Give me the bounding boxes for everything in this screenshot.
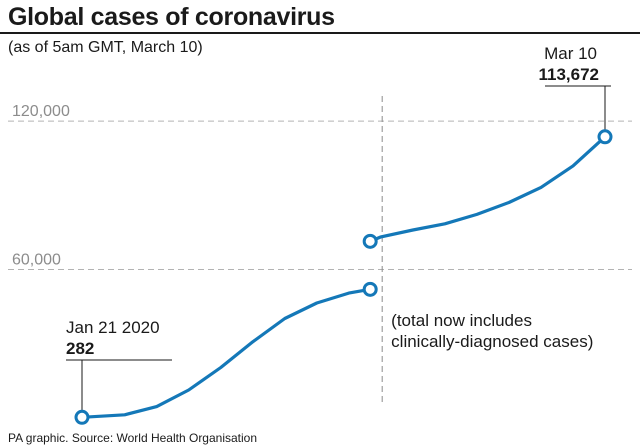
- data-point-marker: [362, 281, 378, 297]
- series-line-before: [80, 287, 372, 419]
- source-note: PA graphic. Source: World Health Organis…: [8, 431, 258, 445]
- gridlines: [8, 120, 632, 271]
- y-tick-label: 120,000: [12, 103, 70, 120]
- start-value-label: 282: [66, 339, 94, 358]
- series-line-after: [368, 135, 607, 243]
- note-line-1: (total now includes: [391, 311, 532, 330]
- y-tick-labels: 60,000 120,000: [12, 103, 70, 268]
- chart-title: Global cases of coronavirus: [8, 3, 335, 31]
- y-tick-label: 60,000: [12, 252, 61, 269]
- data-point-marker: [362, 233, 378, 249]
- start-date-label: Jan 21 2020: [66, 318, 160, 337]
- series-lines: [80, 135, 607, 419]
- note-line-2: clinically-diagnosed cases): [391, 332, 593, 351]
- end-value-label: 113,672: [538, 65, 599, 84]
- title-rule: [0, 32, 640, 34]
- chart-subtitle: (as of 5am GMT, March 10): [8, 39, 203, 56]
- end-date-label: Mar 10: [544, 44, 597, 63]
- data-point-marker: [597, 129, 613, 145]
- data-point-marker: [74, 409, 90, 425]
- annotations: Jan 21 2020 282 Mar 10 113,672 (total no…: [66, 44, 611, 412]
- endpoint-markers: [74, 129, 613, 425]
